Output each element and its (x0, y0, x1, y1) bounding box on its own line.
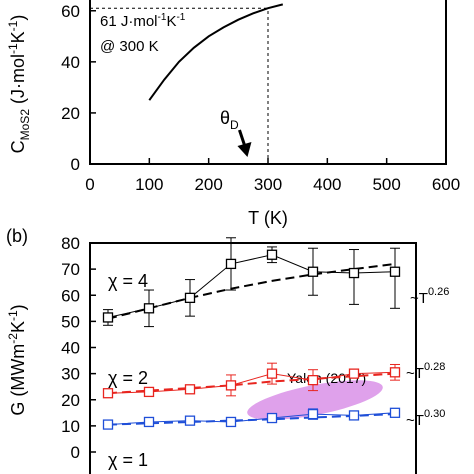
data-point (143, 303, 155, 314)
theta-d-arrow (237, 129, 252, 157)
y-tick-label-b: 40 (61, 339, 80, 358)
series-label-chi-1: χ = 1 (108, 450, 148, 470)
data-point (184, 415, 196, 426)
x-tick-label-a: 0 (85, 175, 94, 194)
data-point (184, 292, 196, 304)
series-label-chi-2: χ = 2 (108, 368, 148, 388)
fit-label-t030: ~T0.30 (406, 408, 445, 429)
data-point (143, 386, 155, 398)
data-line (107, 254, 396, 318)
y-tick-label-b: 80 (61, 234, 80, 253)
x-tick-label-a: 600 (432, 175, 460, 194)
y-tick-label-a: 60 (61, 2, 80, 21)
data-point (307, 408, 319, 420)
axes-frame-b (89, 242, 417, 474)
data-point (389, 266, 401, 277)
heat-capacity-curve (148, 3, 284, 101)
data-point (184, 384, 196, 395)
panel-a: 0 100 200 300 400 500 600 0 20 40 60 61 J·mol-1K-1… (6, 0, 460, 228)
annotation-line-1: 61 J·mol-1K-1 (100, 12, 186, 30)
data-line (107, 412, 396, 426)
fit-line (107, 372, 396, 395)
y-tick-label-b: 0 (71, 443, 80, 462)
data-point (266, 249, 278, 260)
data-point (348, 267, 360, 279)
data-point (225, 416, 237, 428)
y-tick-label-b: 50 (61, 312, 80, 331)
annotation-exp-2: -1 (176, 12, 185, 23)
x-tick-label-a: 400 (313, 175, 341, 194)
data-point (102, 312, 114, 323)
series-0 (102, 237, 401, 328)
data-point (389, 407, 401, 418)
data-point (225, 258, 237, 270)
y-tick-label-b: 20 (61, 391, 80, 410)
y-tick-label-b: 10 (61, 417, 80, 436)
y-tick-label-a: 0 (71, 155, 80, 174)
annotation-line-2: @ 300 K (100, 38, 159, 55)
data-point (102, 419, 114, 430)
x-tick-label-a: 100 (135, 175, 163, 194)
fit-label-t026: ~T0.26 (410, 286, 449, 307)
data-point (348, 410, 360, 421)
series-2 (102, 407, 401, 430)
theta-d-subscript: D (230, 118, 239, 132)
y-tick-label-a: 40 (61, 53, 80, 72)
data-point (143, 416, 155, 428)
ticks-b: 0 10 20 30 40 50 60 70 80 (61, 234, 96, 462)
x-tick-label-a: 300 (254, 175, 282, 194)
data-point (102, 388, 114, 399)
fit-label-t028: ~T0.28 (406, 361, 445, 382)
x-axis-label-a: T (K) (248, 208, 288, 228)
data-point (389, 367, 401, 378)
series-label-chi-4: χ = 4 (108, 271, 148, 291)
series-1 (102, 362, 401, 399)
ticks-a: 0 100 200 300 400 500 600 0 20 40 60 (61, 2, 460, 194)
y-axis-label-a: CMoS2 (J·mol-1K-1) (6, 15, 32, 154)
y-tick-label-b: 60 (61, 286, 80, 305)
x-tick-label-a: 200 (194, 175, 222, 194)
data-point (348, 368, 360, 379)
y-axis-label-b: G (MWm-2K-1) (6, 304, 28, 415)
yalon-2017-highlight (247, 380, 383, 420)
series-b (102, 237, 401, 430)
data-point (266, 368, 278, 379)
y-tick-label-b: 30 (61, 365, 80, 384)
x-tick-label-a: 500 (372, 175, 400, 194)
series-a (90, 3, 284, 164)
data-point (307, 266, 319, 277)
data-point (225, 380, 237, 391)
data-line (107, 371, 396, 394)
annotation-exp-1: -1 (158, 12, 167, 23)
y-tick-label-a: 20 (61, 104, 80, 123)
panel-label-b: (b) (6, 226, 28, 246)
data-point (307, 375, 319, 386)
theta-arrow-head (237, 142, 252, 157)
y-tick-label-b: 70 (61, 260, 80, 279)
theta-d-label: θD (220, 108, 239, 132)
data-point (266, 412, 278, 424)
